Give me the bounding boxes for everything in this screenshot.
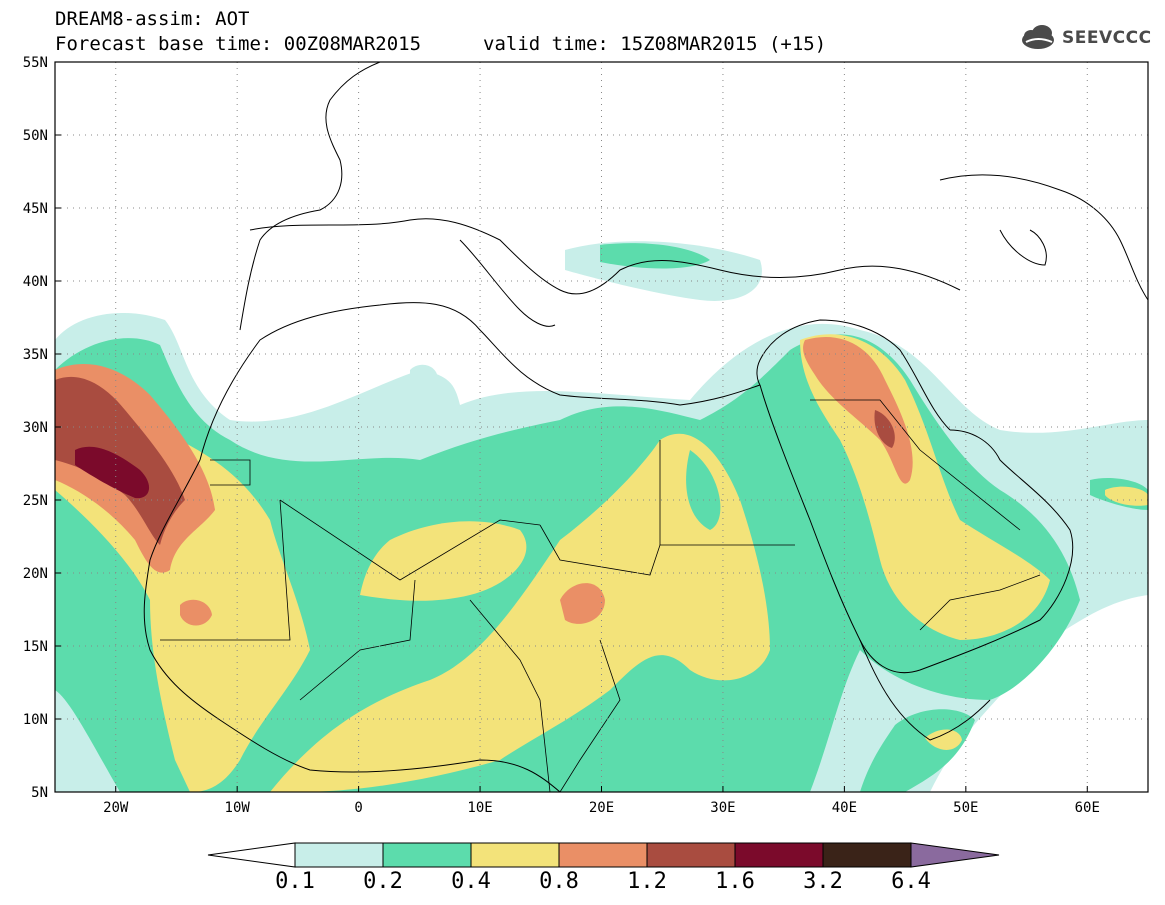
colorbar-segment — [470, 842, 560, 868]
seevccc-logo — [1022, 25, 1054, 49]
lon-label: 50E — [953, 800, 978, 816]
lat-label: 20N — [23, 566, 48, 582]
lat-label: 10N — [23, 712, 48, 728]
colorbar-label: 1.6 — [715, 869, 755, 894]
country-borders — [160, 399, 1041, 792]
latitude-labels: 55N 50N 45N 40N 35N 30N 25N 20N 15N 10N 5N — [23, 55, 61, 801]
longitude-labels: 20W 10W 0 10E 20E 30E 40E 50E 60E — [103, 786, 1100, 816]
lon-label: 30E — [710, 800, 735, 816]
colorbar-segment — [294, 842, 384, 868]
colorbar-segment — [382, 842, 472, 868]
lon-label: 20W — [103, 800, 129, 816]
colorbar-label: 6.4 — [891, 869, 931, 894]
base-time-label: Forecast base time: 00Z08MAR2015 — [55, 33, 422, 55]
coastlines — [143, 62, 1148, 792]
lon-label: 20E — [589, 800, 614, 816]
lat-label: 30N — [23, 420, 48, 436]
lat-label: 45N — [23, 201, 48, 217]
colorbar-label: 0.4 — [451, 869, 491, 894]
lat-label: 15N — [23, 639, 48, 655]
aot-field — [55, 241, 1148, 792]
lon-label: 40E — [832, 800, 857, 816]
colorbar-max-arrow — [910, 842, 1000, 868]
lon-label: 60E — [1075, 800, 1100, 816]
colorbar-min-arrow — [207, 842, 296, 868]
colorbar-segment — [558, 842, 648, 868]
cloud-icon — [1022, 25, 1054, 49]
valid-time-label: valid time: 15Z08MAR2015 (+15) — [483, 33, 827, 55]
colorbar-label: 0.8 — [539, 869, 579, 894]
lat-label: 35N — [23, 347, 48, 363]
colorbar-label: 0.1 — [275, 869, 315, 894]
aot-level-1.6 — [75, 446, 150, 499]
colorbar-label: 0.2 — [363, 869, 403, 894]
colorbar-segment — [734, 842, 824, 868]
colorbar-segment — [646, 842, 736, 868]
colorbar-label: 3.2 — [803, 869, 843, 894]
map-title: DREAM8-assim: AOT — [55, 8, 250, 30]
lat-label: 40N — [23, 274, 48, 290]
colorbar-label: 1.2 — [627, 869, 667, 894]
lon-label: 10E — [467, 800, 492, 816]
map-grid — [55, 62, 1148, 792]
lat-label: 50N — [23, 128, 48, 144]
lat-label: 55N — [23, 55, 48, 71]
lat-label: 5N — [31, 785, 48, 801]
lon-label: 0 — [354, 800, 362, 816]
colorbar — [207, 842, 1000, 868]
lon-label: 10W — [225, 800, 251, 816]
logo-text: SEEVCCC — [1062, 28, 1152, 48]
colorbar-segment — [822, 842, 912, 868]
lat-label: 25N — [23, 493, 48, 509]
